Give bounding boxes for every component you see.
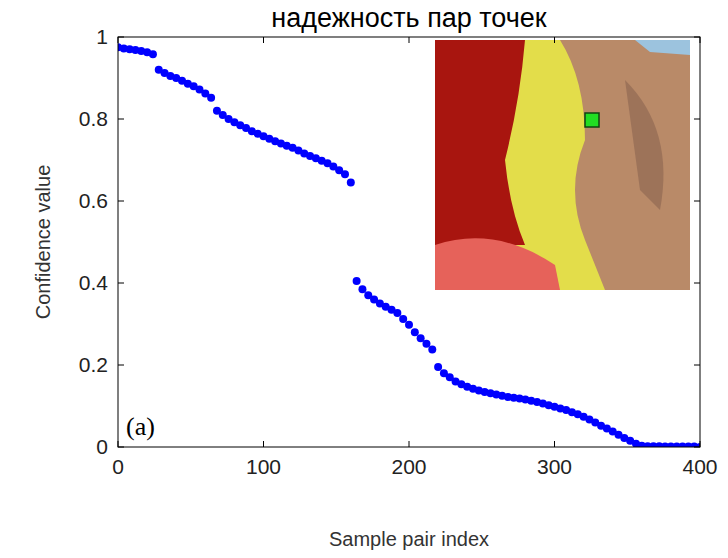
x-tick-label: 200 (391, 455, 426, 478)
frame (118, 37, 700, 447)
x-tick-top (700, 37, 701, 43)
x-tick (554, 441, 555, 447)
inset-salmon (435, 238, 560, 290)
point (207, 94, 215, 102)
inset-ground (435, 40, 690, 290)
y-tick-label: 1 (96, 25, 108, 48)
y-tick-label: 0 (96, 435, 108, 458)
point (393, 309, 401, 317)
x-tick-label: 400 (682, 455, 717, 478)
y-axis-title: Confidence value (32, 165, 54, 320)
point (399, 315, 407, 323)
y-tick-right (694, 283, 700, 284)
y-tick (118, 201, 124, 202)
y-tick-right (694, 37, 700, 38)
point (422, 340, 430, 348)
inset-sky (635, 40, 690, 55)
point (434, 363, 442, 371)
y-tick-label: 0.8 (79, 107, 108, 130)
inset-red (435, 40, 525, 245)
title: надежность пар точек (271, 3, 547, 33)
point (405, 321, 413, 329)
x-axis-title: Sample pair index (329, 528, 489, 550)
y-tick-right (694, 365, 700, 366)
point (428, 345, 436, 353)
y-tick-right (694, 447, 700, 448)
y-tick-label: 0.6 (79, 189, 108, 212)
x-tick-label: 100 (246, 455, 281, 478)
x-tick (409, 441, 410, 447)
y-tick (118, 37, 124, 38)
annotation: (a) (126, 412, 155, 441)
point (696, 443, 700, 447)
point (411, 328, 419, 336)
x-tick-top (118, 37, 119, 43)
point (341, 170, 349, 178)
inset-marker (585, 113, 599, 127)
point (353, 277, 361, 285)
x-tick-top (409, 37, 410, 43)
x-tick (700, 441, 701, 447)
point (347, 179, 355, 187)
x-tick-label: 300 (537, 455, 572, 478)
y-tick (118, 283, 124, 284)
x-tick (118, 441, 119, 447)
x-tick (263, 441, 264, 447)
x-tick-top (263, 37, 264, 43)
y-tick (118, 447, 124, 448)
x-tick-label: 0 (112, 455, 124, 478)
y-tick-label: 0.2 (79, 353, 108, 376)
chart: надежность пар точек 0 100 200 300 400 0 0.2 0.4… (0, 0, 728, 558)
y-tick (118, 119, 124, 120)
y-tick-right (694, 201, 700, 202)
plot-area (118, 37, 700, 447)
inset-rock (625, 80, 663, 210)
inset-image (435, 40, 690, 290)
point (358, 285, 366, 293)
x-tick-top (554, 37, 555, 43)
points (118, 43, 700, 447)
y-tick-right (694, 119, 700, 120)
inset-yellow (435, 40, 605, 290)
y-tick-label: 0.4 (79, 271, 109, 294)
y-tick (118, 365, 124, 366)
point (149, 50, 157, 58)
